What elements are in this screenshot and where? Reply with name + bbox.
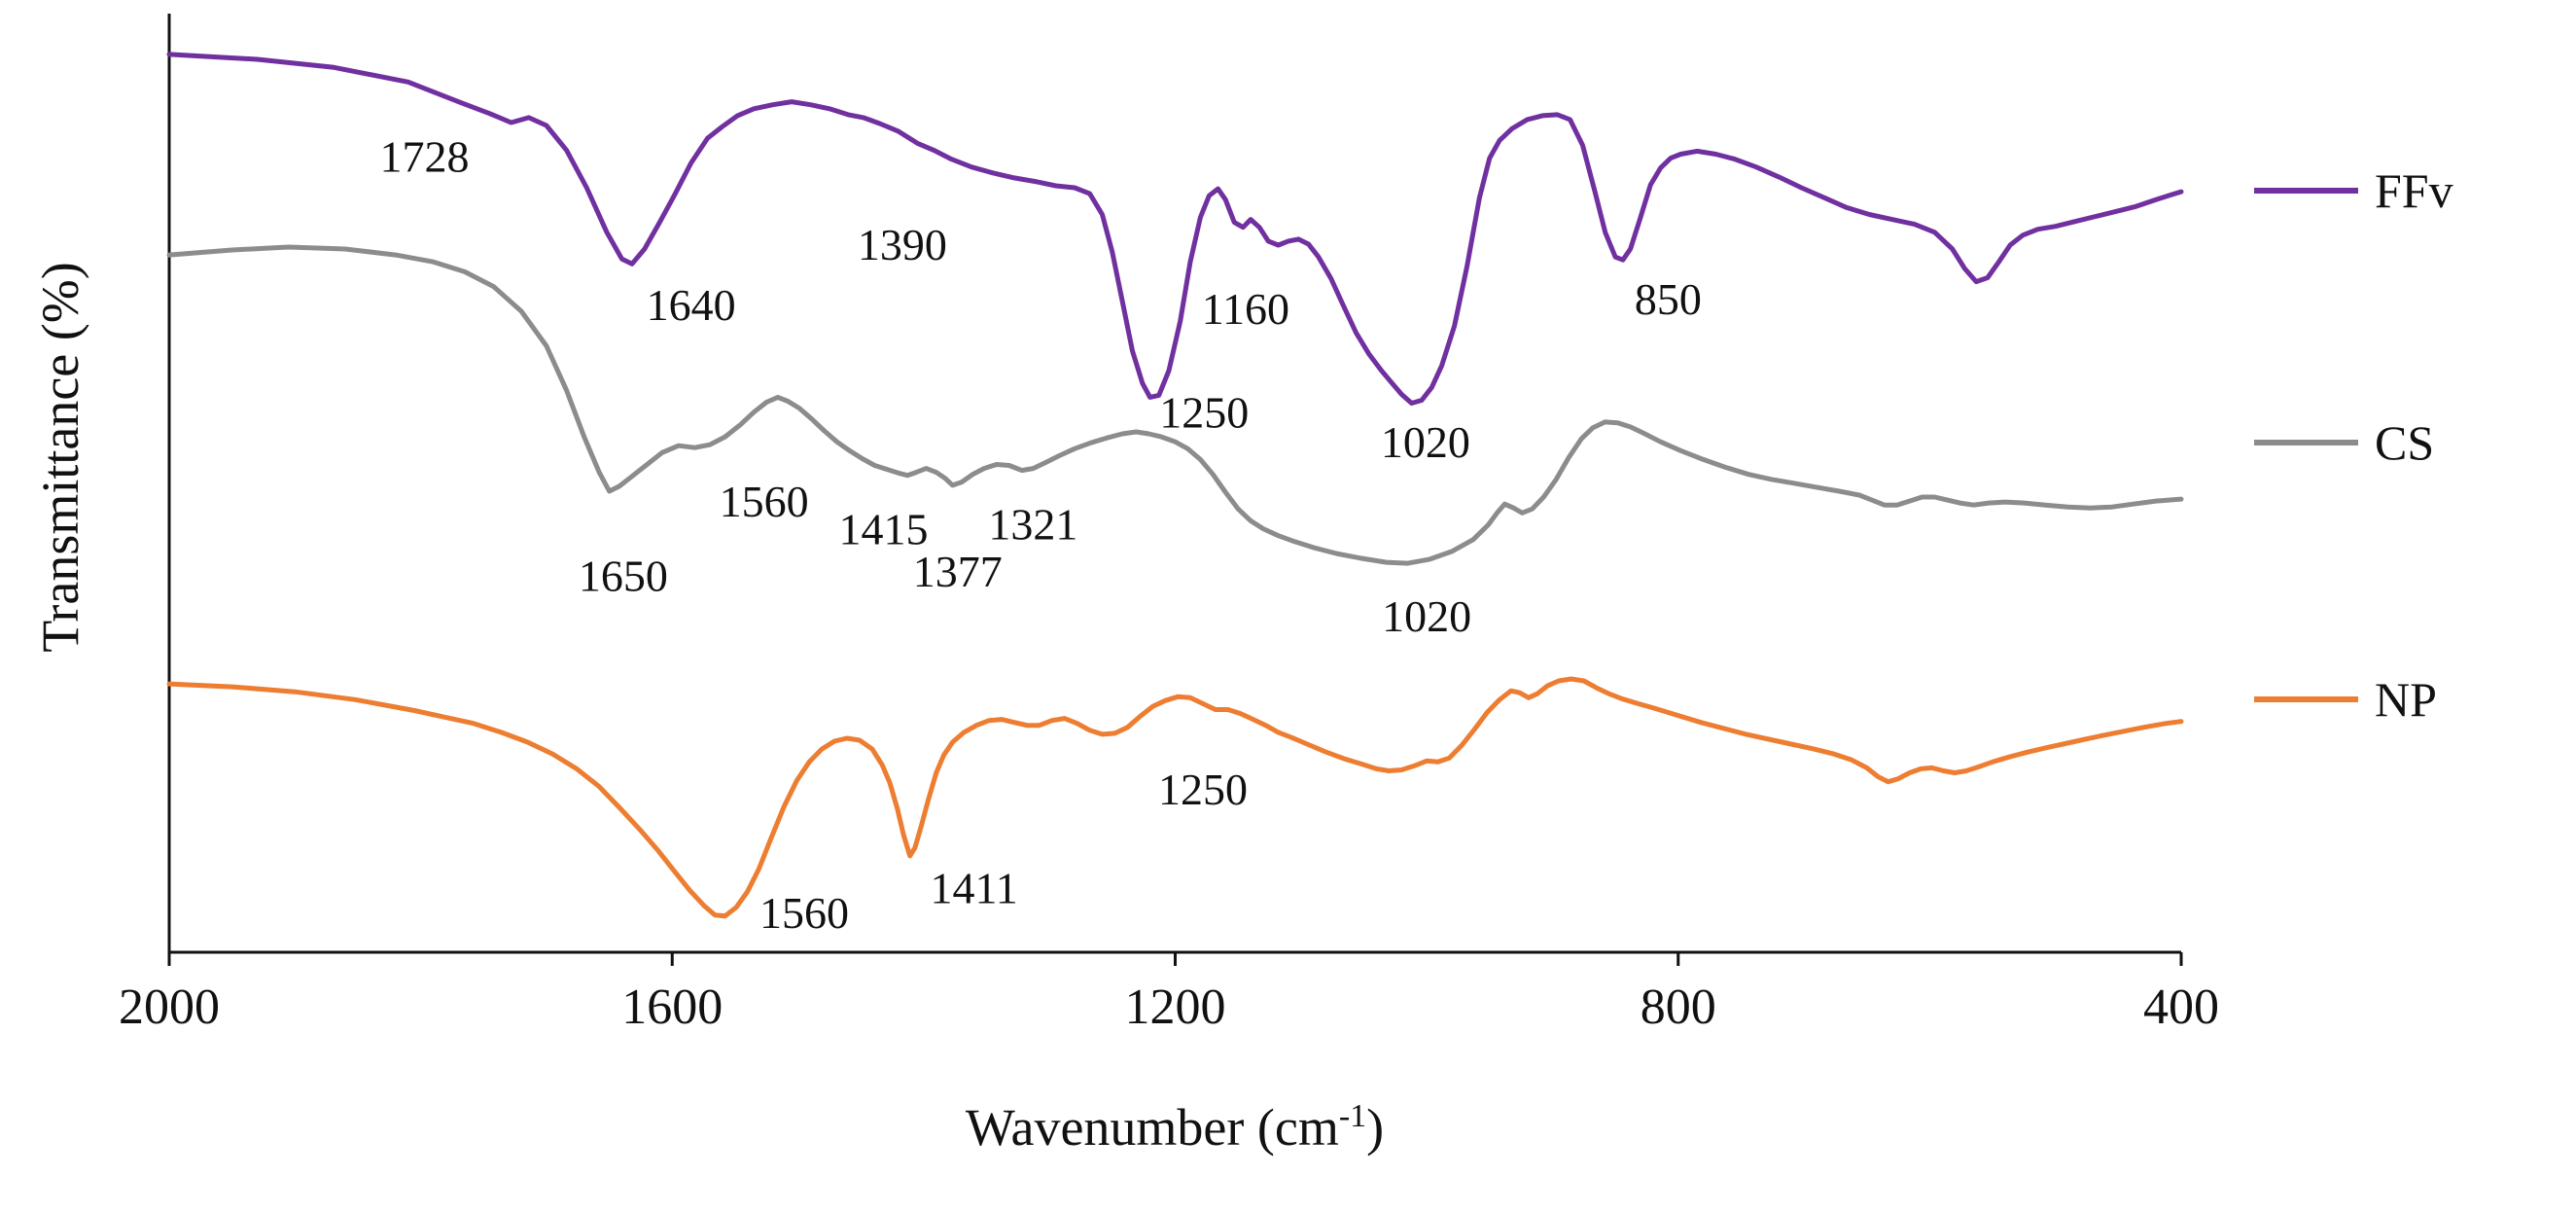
x-tick-label: 2000	[119, 979, 220, 1035]
ffv-spectrum-line	[166, 52, 2184, 406]
peak-labels: 1728164013901250116010208501650156014151…	[380, 132, 1702, 938]
y-axis-label: Transmittance (%)	[31, 262, 89, 653]
np-spectrum-line	[166, 676, 2184, 919]
ffv-peak-label-1390: 1390	[858, 220, 947, 269]
cs-spectrum-line	[166, 244, 2184, 566]
np-peak-label-1411: 1411	[930, 863, 1017, 912]
series-lines	[166, 52, 2184, 919]
legend: FFv CS NP	[2254, 163, 2453, 727]
x-tick-label: 400	[2143, 979, 2219, 1035]
cs-peak-label-1415: 1415	[838, 505, 928, 554]
cs-peak-label-1650: 1650	[579, 551, 668, 600]
ffv-peak-label-1640: 1640	[647, 280, 736, 330]
np-peak-label-1250: 1250	[1158, 765, 1248, 814]
cs-peak-label-1020: 1020	[1382, 591, 1471, 641]
ffv-peak-label-1160: 1160	[1202, 284, 1289, 334]
np-peak-label-1560: 1560	[759, 888, 849, 938]
cs-peak-label-1560: 1560	[720, 477, 809, 526]
x-axis-label-suffix: )	[1366, 1098, 1385, 1157]
x-axis-label-superscript: -1	[1338, 1098, 1367, 1134]
ffv-peak-label-850: 850	[1635, 274, 1702, 324]
x-tick-label: 800	[1641, 979, 1716, 1035]
x-tick-label: 1200	[1125, 979, 1226, 1035]
x-axis-label-text: Wavenumber (cm	[965, 1098, 1339, 1157]
legend-label-ffv: FFv	[2375, 163, 2453, 218]
x-tick-label: 1600	[621, 979, 723, 1035]
legend-label-cs: CS	[2375, 415, 2434, 470]
ffv-peak-label-1020: 1020	[1381, 417, 1470, 467]
cs-peak-label-1377: 1377	[913, 547, 1003, 596]
x-tick-labels: 2000 1600 1200 800 400	[119, 952, 2219, 1035]
x-axis-label: Wavenumber (cm-1)	[966, 1097, 1384, 1158]
ffv-peak-label-1728: 1728	[380, 132, 470, 182]
ffv-peak-label-1250: 1250	[1159, 388, 1249, 438]
legend-label-np: NP	[2375, 672, 2437, 727]
cs-peak-label-1321: 1321	[988, 499, 1077, 549]
